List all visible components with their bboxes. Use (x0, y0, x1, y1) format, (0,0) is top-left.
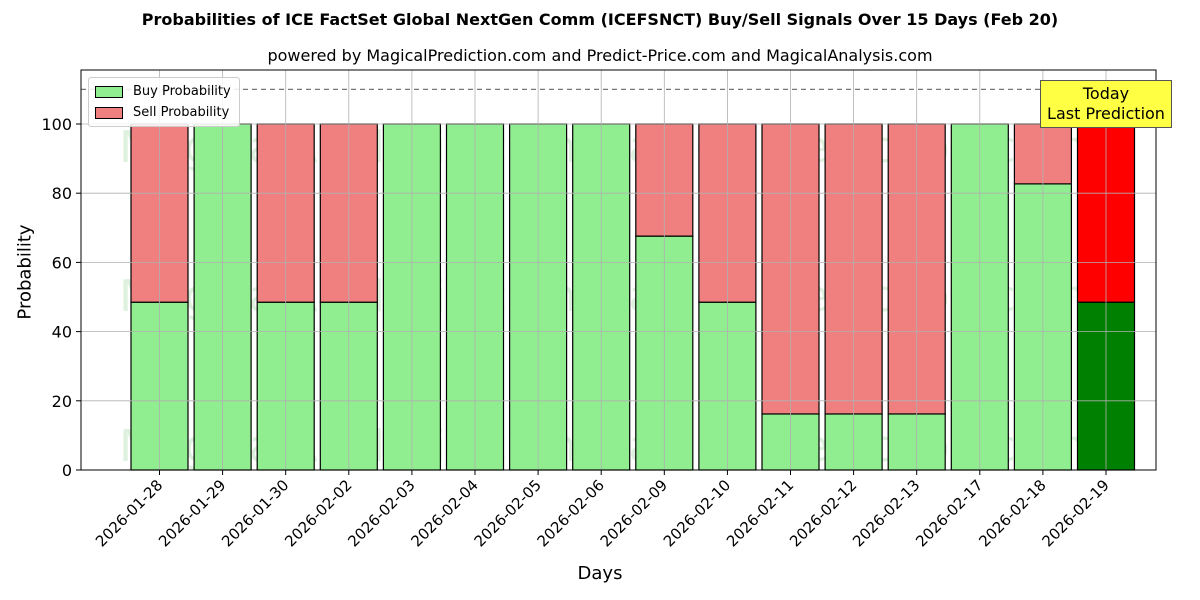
x-axis-label: Days (577, 563, 623, 584)
chart-subtitle: powered by MagicalPrediction.com and Pre… (267, 46, 933, 65)
x-tick-label: 2026-01-28 (92, 476, 166, 550)
legend-item-sell: Sell Probability (95, 102, 231, 123)
x-tick-label: 2026-02-05 (471, 476, 545, 550)
x-tick-label: 2026-02-12 (786, 476, 860, 550)
annotation-line1: Today (1082, 84, 1130, 103)
x-tick-label: 2026-02-18 (975, 476, 1049, 550)
x-tick-label: 2026-02-02 (281, 476, 355, 550)
x-tick-label: 2026-01-29 (155, 476, 229, 550)
x-tick-label: 2026-02-09 (597, 476, 671, 550)
y-tick-label: 80 (52, 184, 72, 203)
legend: Buy Probability Sell Probability (88, 77, 240, 127)
sell-swatch-icon (95, 106, 123, 119)
legend-sell-label: Sell Probability (133, 105, 230, 120)
x-tick-label: 2026-02-11 (723, 476, 797, 550)
legend-buy-label: Buy Probability (133, 84, 231, 99)
y-tick-label: 100 (41, 115, 72, 134)
x-tick-label: 2026-02-06 (534, 476, 608, 550)
x-tick-label: 2026-02-17 (912, 476, 986, 550)
y-tick-label: 20 (52, 392, 72, 411)
plot-frame (80, 69, 1157, 471)
x-tick-label: 2026-02-10 (660, 476, 734, 550)
y-axis-label: Probability (14, 224, 36, 320)
y-tick-label: 60 (52, 253, 72, 272)
x-tick-label: 2026-02-04 (407, 476, 481, 550)
buy-swatch-icon (95, 85, 123, 98)
x-tick-label: 2026-02-03 (344, 476, 418, 550)
x-tick-label: 2026-02-19 (1038, 476, 1112, 550)
x-tick-label: 2026-02-13 (849, 476, 923, 550)
annotation-line2: Last Prediction (1047, 104, 1165, 123)
y-tick-label: 0 (62, 461, 72, 480)
today-annotation: Today Last Prediction (1040, 80, 1172, 128)
x-tick-label: 2026-01-30 (218, 476, 292, 550)
chart-title: Probabilities of ICE FactSet Global Next… (141, 10, 1059, 29)
y-tick-label: 40 (52, 323, 72, 342)
legend-item-buy: Buy Probability (95, 81, 231, 102)
